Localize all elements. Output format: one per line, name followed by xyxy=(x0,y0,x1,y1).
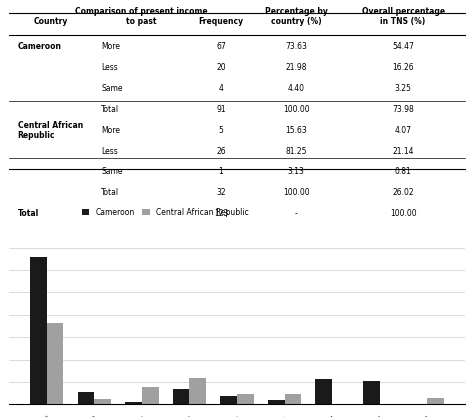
Legend: Cameroon, Central African Republic: Cameroon, Central African Republic xyxy=(82,208,249,216)
Bar xyxy=(142,387,158,404)
Bar xyxy=(173,389,190,404)
Bar xyxy=(47,323,64,404)
Bar xyxy=(30,256,47,404)
Bar xyxy=(125,402,142,404)
Bar xyxy=(363,381,380,404)
Bar xyxy=(78,392,94,404)
Bar xyxy=(220,396,237,404)
Bar xyxy=(427,398,444,404)
Bar xyxy=(268,400,284,404)
Bar xyxy=(94,399,111,404)
Bar xyxy=(237,394,254,404)
Bar xyxy=(190,378,206,404)
Bar xyxy=(316,379,332,404)
Bar xyxy=(284,394,301,404)
